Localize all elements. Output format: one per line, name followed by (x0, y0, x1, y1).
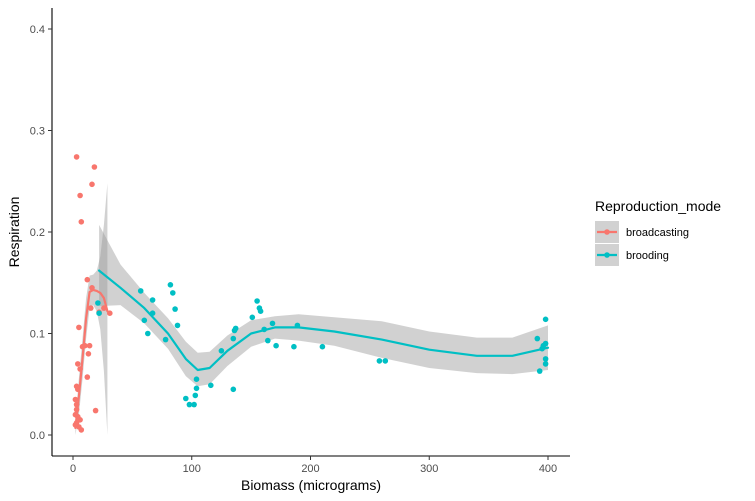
data-point-broadcasting (84, 374, 91, 380)
y-tick-label: 0.1 (30, 329, 45, 341)
x-axis-title: Biomass (micrograms) (241, 477, 381, 493)
data-point-brooding (265, 337, 271, 344)
data-point-broadcasting (89, 181, 95, 188)
confidence-band-brooding (99, 224, 548, 387)
data-point-broadcasting (72, 396, 79, 403)
data-point-broadcasting (77, 192, 83, 199)
data-point-brooding (170, 290, 176, 296)
smooth-line-brooding (97, 269, 550, 372)
x-tick-label: 0 (70, 463, 76, 475)
data-point-brooding (167, 282, 174, 288)
data-point-brooding (193, 385, 200, 392)
data-point-brooding (172, 306, 178, 312)
data-point-broadcasting (73, 154, 80, 160)
data-point-brooding (230, 335, 237, 342)
legend-title: Reproduction_mode (595, 198, 721, 214)
data-point-brooding (542, 356, 549, 362)
y-tick-label: 0.4 (30, 24, 45, 36)
data-point-brooding (319, 343, 326, 350)
data-point-brooding (192, 392, 199, 399)
data-point-brooding (542, 340, 549, 347)
data-point-brooding (95, 300, 101, 306)
data-point-brooding (162, 336, 169, 343)
data-point-brooding (141, 317, 148, 324)
data-point-brooding (149, 297, 156, 303)
y-tick-label: 0.0 (30, 430, 45, 442)
data-point-brooding (183, 395, 189, 402)
y-axis-title: Respiration (6, 197, 22, 268)
data-point-broadcasting (77, 417, 83, 423)
data-point-broadcasting (92, 407, 99, 414)
data-point-broadcasting (73, 383, 80, 390)
data-point-brooding (273, 342, 279, 349)
smooth-line-broadcasting (74, 288, 109, 429)
data-point-brooding (137, 288, 144, 294)
data-point-broadcasting (75, 361, 81, 367)
data-point-broadcasting (78, 219, 85, 225)
legend: Reproduction_mode broadcasting brooding (595, 198, 721, 266)
axes: 0 100 200 300 400 0.0 0.1 0.2 0.3 0.4 (30, 8, 570, 475)
legend-key-point-broadcasting (604, 229, 610, 235)
y-tick-label: 0.3 (30, 126, 45, 138)
data-point-broadcasting (78, 427, 85, 433)
data-point-brooding (542, 361, 549, 367)
data-point-brooding (191, 401, 197, 408)
data-point-brooding (254, 298, 260, 304)
x-tick-label: 400 (539, 463, 557, 475)
data-point-brooding (249, 314, 256, 321)
data-point-brooding (145, 330, 151, 337)
data-point-brooding (542, 316, 549, 323)
data-point-brooding (534, 335, 541, 342)
data-point-brooding (257, 308, 264, 315)
data-point-broadcasting (107, 310, 113, 317)
data-point-brooding (174, 322, 181, 329)
data-point-brooding (291, 343, 297, 350)
data-point-brooding (193, 376, 200, 383)
y-tick-label: 0.2 (30, 227, 45, 239)
x-tick-label: 200 (301, 463, 319, 475)
data-point-broadcasting (76, 324, 82, 331)
smooth-lines (74, 269, 550, 429)
data-point-broadcasting (91, 164, 98, 170)
data-point-brooding (269, 320, 276, 327)
data-point-brooding (230, 386, 237, 393)
legend-key-point-brooding (604, 252, 610, 258)
data-point-brooding (186, 401, 193, 408)
data-point-broadcasting (85, 351, 92, 357)
data-point-brooding (208, 382, 214, 389)
data-point-brooding (232, 325, 239, 332)
legend-label-brooding: brooding (626, 250, 669, 262)
legend-label-broadcasting: broadcasting (626, 227, 689, 239)
x-tick-label: 300 (420, 463, 438, 475)
x-tick-label: 100 (183, 463, 201, 475)
data-point-brooding (96, 310, 102, 317)
data-point-brooding (536, 368, 543, 374)
data-point-broadcasting (88, 305, 94, 311)
data-point-brooding (382, 358, 389, 364)
data-point-broadcasting (84, 276, 91, 283)
data-point-brooding (218, 348, 225, 354)
data-point-broadcasting (86, 342, 93, 349)
data-point-brooding (376, 358, 383, 364)
